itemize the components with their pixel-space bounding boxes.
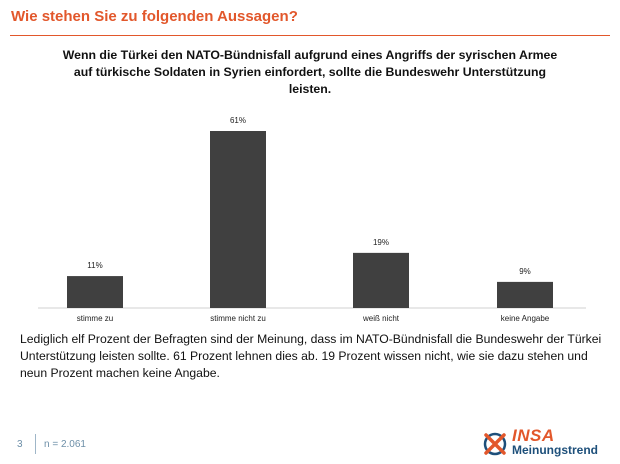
data-label-3: 9% <box>519 267 531 276</box>
bar-chart: 11% stimme zu 61% stimme nicht zu 19% weiß ni… <box>38 116 586 323</box>
data-label-1: 61% <box>230 116 246 125</box>
bar-2 <box>353 252 409 308</box>
bar-1 <box>210 131 266 308</box>
page-title: Wie stehen Sie zu folgenden Aussagen? <box>11 8 298 25</box>
category-label-2: weiß nicht <box>362 314 400 323</box>
bar-3 <box>497 281 553 308</box>
data-label-0: 11% <box>87 261 102 270</box>
logo-brand: INSA <box>512 426 555 445</box>
insa-logo-icon <box>483 432 507 456</box>
data-label-2: 19% <box>373 238 389 247</box>
header-divider <box>10 35 610 36</box>
category-label-0: stimme zu <box>77 314 113 323</box>
bar-0 <box>67 276 123 308</box>
category-label-3: keine Angabe <box>501 314 550 323</box>
footer-divider <box>35 434 36 454</box>
question-text: Wenn die Türkei den NATO-Bündnisfall auf… <box>62 48 558 96</box>
sample-size: n = 2.061 <box>44 439 86 450</box>
insa-logo: INSA Meinungstrend <box>482 426 612 460</box>
page-number: 3 <box>17 439 23 450</box>
logo-subtitle: Meinungstrend <box>512 443 598 457</box>
category-label-1: stimme nicht zu <box>210 314 266 323</box>
summary-text: Lediglich elf Prozent der Befragten sind… <box>20 332 602 380</box>
